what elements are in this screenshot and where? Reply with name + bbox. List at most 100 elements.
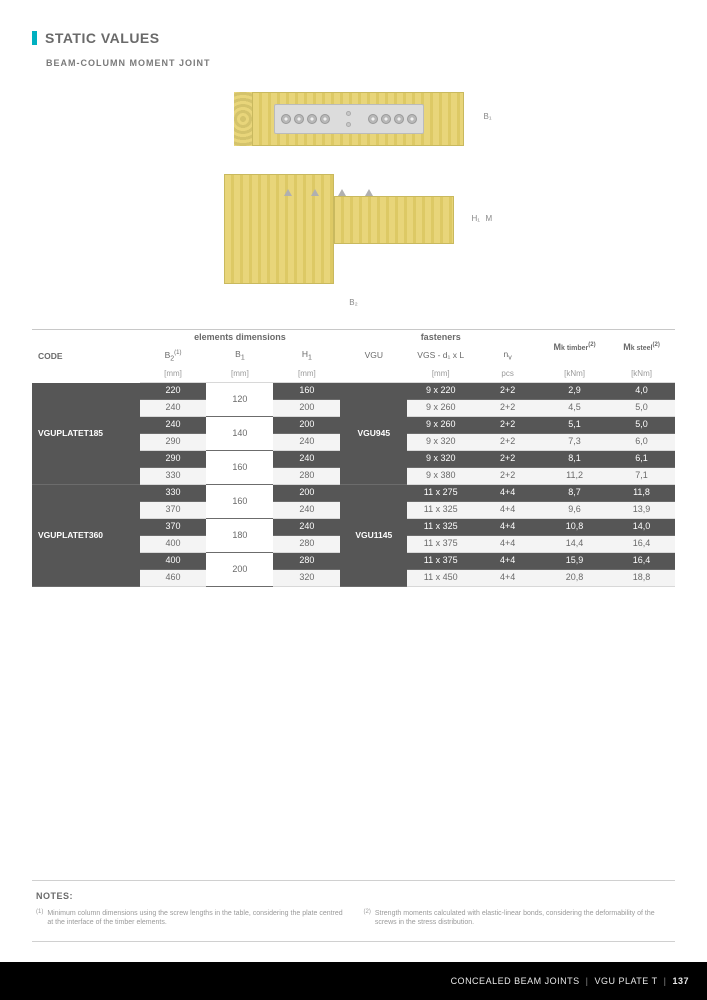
cell-vgs: 9 x 220 <box>407 383 474 400</box>
col-vgu: VGU <box>340 347 407 366</box>
cell-nv: 4+4 <box>474 519 541 536</box>
cell-b1: 140 <box>206 417 273 451</box>
cell-b1: 160 <box>206 485 273 519</box>
cell-ms: 6,0 <box>608 434 675 451</box>
footer-product: VGU PLATE T <box>594 976 657 986</box>
label-m: M <box>486 214 493 223</box>
cell-b2: 330 <box>140 468 207 485</box>
cell-b2: 240 <box>140 400 207 417</box>
cell-ms: 16,4 <box>608 553 675 570</box>
col-b2: B2(1) <box>140 347 207 366</box>
cell-ms: 11,8 <box>608 485 675 502</box>
cell-h1: 200 <box>273 485 340 502</box>
footer-page: 137 <box>672 976 689 986</box>
unit-b2: [mm] <box>140 366 207 383</box>
cell-b2: 400 <box>140 553 207 570</box>
cell-vgu: VGU1145 <box>340 485 407 587</box>
cell-nv: 4+4 <box>474 502 541 519</box>
cell-vgs: 9 x 260 <box>407 417 474 434</box>
colgroup-fasteners: fasteners <box>340 330 541 347</box>
cell-mt: 11,2 <box>541 468 608 485</box>
cell-b2: 370 <box>140 519 207 536</box>
cell-ms: 14,0 <box>608 519 675 536</box>
cell-h1: 280 <box>273 468 340 485</box>
static-values-table: CODE elements dimensions fasteners Mk ti… <box>32 329 675 587</box>
unit-b1: [mm] <box>206 366 273 383</box>
section-heading: STATIC VALUES <box>32 30 675 46</box>
cell-nv: 2+2 <box>474 451 541 468</box>
cell-mt: 5,1 <box>541 417 608 434</box>
cell-vgs: 11 x 325 <box>407 519 474 536</box>
cell-code: VGUPLATET360 <box>32 485 140 587</box>
unit-h1: [mm] <box>273 366 340 383</box>
cell-ms: 4,0 <box>608 383 675 400</box>
cell-nv: 2+2 <box>474 400 541 417</box>
unit-vgs: [mm] <box>407 366 474 383</box>
label-b1: B₁ <box>484 112 492 121</box>
cell-mt: 8,7 <box>541 485 608 502</box>
cell-ms: 5,0 <box>608 400 675 417</box>
cell-ms: 7,1 <box>608 468 675 485</box>
col-mk-timber: Mk timber(2) <box>541 330 608 366</box>
cell-vgs: 9 x 380 <box>407 468 474 485</box>
cell-vgu: VGU945 <box>340 383 407 485</box>
table-row: VGUPLATET185220120160VGU9459 x 2202+22,9… <box>32 383 675 400</box>
unit-vgu <box>340 366 407 383</box>
page-footer: CONCEALED BEAM JOINTS | VGU PLATE T | 13… <box>0 962 707 1000</box>
title: STATIC VALUES <box>45 30 160 46</box>
cell-mt: 2,9 <box>541 383 608 400</box>
col-vgs: VGS - d₁ x L <box>407 347 474 366</box>
cell-b1: 120 <box>206 383 273 417</box>
cell-h1: 240 <box>273 434 340 451</box>
diagram-side-view: H₁ M <box>224 174 484 284</box>
cell-nv: 4+4 <box>474 570 541 587</box>
cell-b1: 200 <box>206 553 273 587</box>
label-h1: H₁ <box>472 214 480 223</box>
cell-nv: 4+4 <box>474 553 541 570</box>
cell-h1: 320 <box>273 570 340 587</box>
cell-h1: 200 <box>273 417 340 434</box>
cell-nv: 2+2 <box>474 417 541 434</box>
cell-vgs: 11 x 375 <box>407 536 474 553</box>
table-row: VGUPLATET360330160200VGU114511 x 2754+48… <box>32 485 675 502</box>
cell-mt: 14,4 <box>541 536 608 553</box>
cell-h1: 200 <box>273 400 340 417</box>
cell-vgs: 11 x 275 <box>407 485 474 502</box>
cell-h1: 240 <box>273 502 340 519</box>
cell-h1: 160 <box>273 383 340 400</box>
cell-b1: 180 <box>206 519 273 553</box>
cell-nv: 4+4 <box>474 536 541 553</box>
diagram-top-view: B₁ <box>234 92 474 146</box>
cell-b2: 330 <box>140 485 207 502</box>
cell-ms: 18,8 <box>608 570 675 587</box>
cell-mt: 10,8 <box>541 519 608 536</box>
cell-mt: 4,5 <box>541 400 608 417</box>
cell-h1: 280 <box>273 553 340 570</box>
notes-title: NOTES: <box>36 891 671 901</box>
cell-vgs: 11 x 375 <box>407 553 474 570</box>
cell-b2: 370 <box>140 502 207 519</box>
cell-ms: 6,1 <box>608 451 675 468</box>
col-mk-steel: Mk steel(2) <box>608 330 675 366</box>
notes-block: NOTES: (1)Minimum column dimensions usin… <box>32 880 675 942</box>
cell-nv: 2+2 <box>474 468 541 485</box>
footer-section: CONCEALED BEAM JOINTS <box>451 976 580 986</box>
cell-h1: 240 <box>273 451 340 468</box>
cell-vgs: 9 x 320 <box>407 451 474 468</box>
cell-mt: 15,9 <box>541 553 608 570</box>
colgroup-elements: elements dimensions <box>140 330 341 347</box>
cell-h1: 280 <box>273 536 340 553</box>
cell-ms: 5,0 <box>608 417 675 434</box>
cell-mt: 20,8 <box>541 570 608 587</box>
unit-nv: pcs <box>474 366 541 383</box>
cell-mt: 9,6 <box>541 502 608 519</box>
cell-nv: 2+2 <box>474 434 541 451</box>
cell-mt: 8,1 <box>541 451 608 468</box>
cell-b2: 290 <box>140 434 207 451</box>
cell-b2: 460 <box>140 570 207 587</box>
diagrams: B₁ H₁ M B₂ <box>32 92 675 307</box>
col-h1: H1 <box>273 347 340 366</box>
cell-h1: 240 <box>273 519 340 536</box>
unit-mt: [kNm] <box>541 366 608 383</box>
cell-nv: 4+4 <box>474 485 541 502</box>
